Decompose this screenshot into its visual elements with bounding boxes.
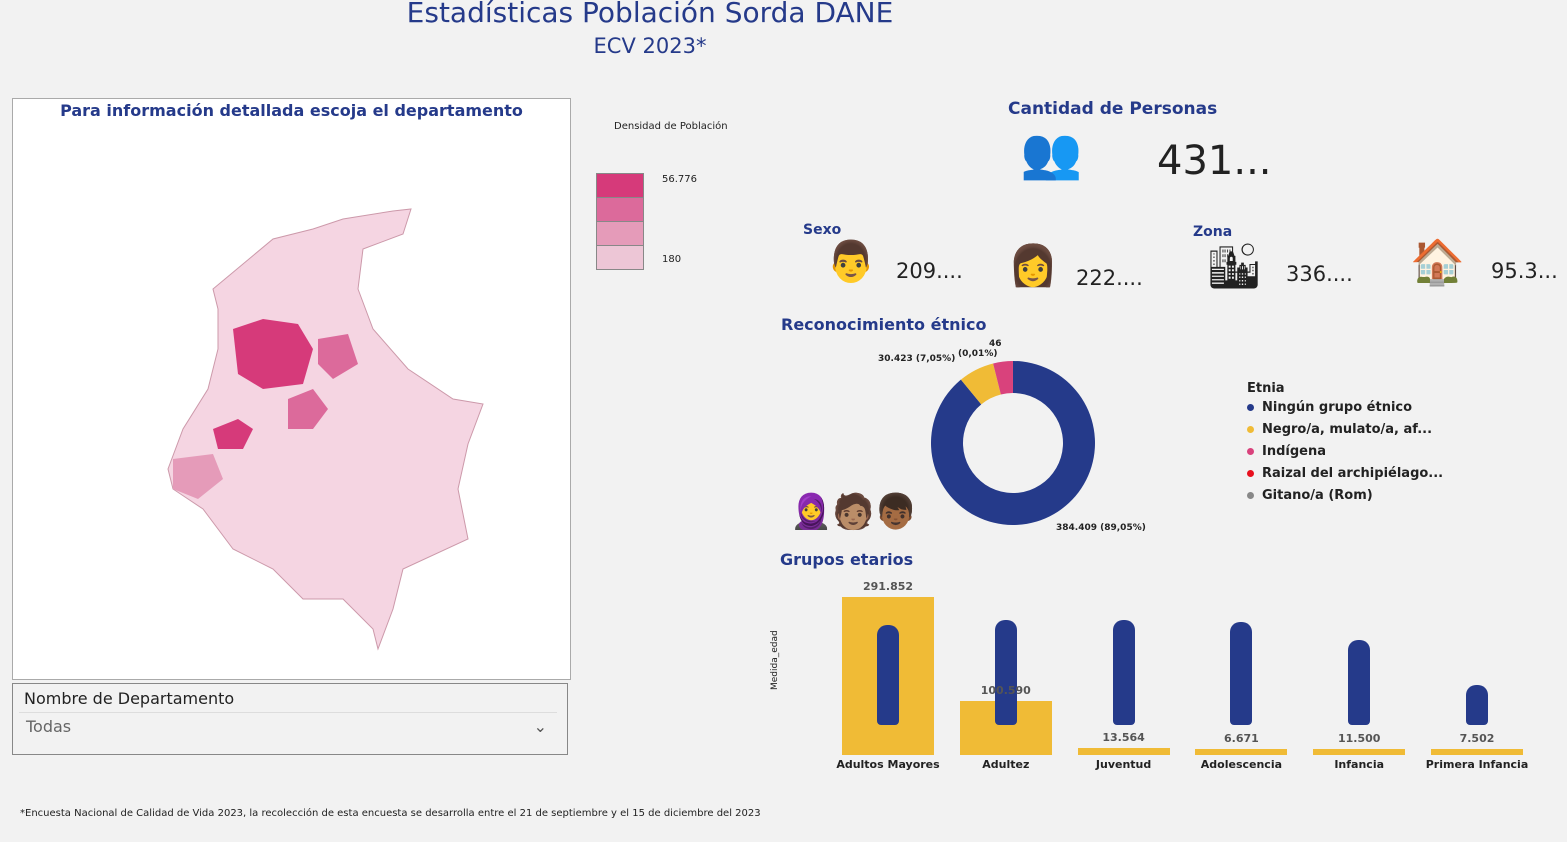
colombia-map[interactable] — [13, 99, 570, 679]
etnico-title: Reconocimiento étnico — [781, 315, 987, 334]
legend-dot-icon — [1247, 448, 1254, 455]
y-axis-label: Medida_edad — [770, 630, 780, 690]
map-title: Para información detallada escoja el dep… — [60, 101, 523, 120]
bar-value-label: 100.590 — [980, 683, 1031, 697]
footnote: *Encuesta Nacional de Calidad de Vida 20… — [20, 808, 761, 819]
bar-category-label: Primera Infancia — [1425, 758, 1529, 771]
legend-item[interactable]: Negro/a, mulato/a, af... — [1247, 422, 1443, 444]
rural-value: 95.3... — [1491, 259, 1558, 283]
person-silhouette-icon — [994, 620, 1017, 725]
hombres-value: 209.... — [896, 259, 963, 283]
map-country — [167, 208, 484, 651]
etnia-legend: Ningún grupo étnico Negro/a, mulato/a, af… — [1247, 400, 1443, 510]
map-legend-title: Densidad de Población — [614, 121, 728, 132]
bar[interactable] — [1077, 747, 1170, 755]
bar-category-label: Adolescencia — [1200, 758, 1283, 771]
legend-label: Raizal del archipiélago... — [1262, 466, 1444, 481]
etnia-legend-title: Etnia — [1247, 381, 1285, 396]
legend-dot-icon — [1247, 470, 1254, 477]
person-silhouette-icon — [1466, 685, 1488, 725]
bar-value-label: 291.852 — [862, 580, 914, 593]
page-title: Estadísticas Población Sorda DANE — [406, 0, 894, 29]
legend-label: Gitano/a (Rom) — [1262, 488, 1373, 503]
legend-dot-icon — [1247, 404, 1254, 411]
map-dept-valle — [213, 419, 253, 449]
woman-icon: 👩 — [1008, 243, 1058, 289]
department-filter[interactable]: Nombre de Departamento Todas ⌄ — [12, 683, 568, 755]
bar-value-label: 13.564 — [1102, 730, 1145, 744]
bar-value-label: 11.500 — [1337, 731, 1381, 745]
personas-title: Cantidad de Personas — [1008, 99, 1218, 119]
personas-value: 431... — [1157, 138, 1272, 184]
bar-category-label: Juventud — [1095, 758, 1152, 771]
legend-swatch — [596, 221, 644, 246]
legend-dot-icon — [1247, 426, 1254, 433]
donut-chart[interactable] — [930, 360, 1096, 526]
donut-slice[interactable] — [960, 363, 1001, 405]
people-group-icon: 👥 — [1020, 124, 1083, 182]
bar-category-label: Adultez — [982, 758, 1030, 771]
legend-item[interactable]: Raizal del archipiélago... — [1247, 466, 1443, 488]
select-value: Todas — [26, 717, 72, 736]
map-panel[interactable]: Para información detallada escoja el dep… — [12, 98, 571, 680]
urbana-value: 336.... — [1286, 262, 1353, 286]
chevron-down-icon[interactable]: ⌄ — [533, 717, 547, 736]
bar-value-label: 7.502 — [1459, 732, 1495, 745]
label-raizal-pct: (0,01%) — [958, 349, 998, 359]
house-icon: 🏠 — [1410, 237, 1465, 288]
legend-swatch — [596, 197, 644, 222]
label-ninguno: 384.409 (89,05%) — [1056, 523, 1146, 533]
label-raizal-count: 46 — [989, 339, 1002, 349]
zona-title: Zona — [1193, 224, 1233, 240]
city-buildings-icon: 🏙 — [1206, 241, 1262, 292]
bar-value-label: 6.671 — [1223, 732, 1259, 745]
map-dept-antioquia — [233, 319, 313, 389]
department-select[interactable]: Todas ⌄ — [19, 712, 557, 740]
donut-slice[interactable] — [993, 361, 1013, 395]
person-silhouette-icon — [1112, 620, 1135, 725]
bar-category-label: Infancia — [1334, 758, 1385, 771]
man-icon: 👨 — [826, 239, 876, 285]
sexo-title: Sexo — [803, 222, 842, 238]
bar-category-label: Adultos Mayores — [836, 758, 940, 771]
bar[interactable] — [1431, 749, 1523, 755]
page-subtitle: ECV 2023* — [593, 34, 707, 58]
donut-slice[interactable] — [931, 361, 1095, 525]
filter-label: Nombre de Departamento — [24, 689, 235, 708]
legend-min: 180 — [662, 254, 682, 265]
legend-label: Ningún grupo étnico — [1262, 400, 1413, 415]
map-dept-narino — [173, 454, 223, 499]
legend-item[interactable]: Ningún grupo étnico — [1247, 400, 1443, 422]
person-silhouette-icon — [877, 625, 899, 725]
legend-label: Indígena — [1262, 444, 1327, 459]
person-silhouette-icon — [1348, 640, 1371, 725]
mujeres-value: 222.... — [1076, 266, 1143, 290]
legend-dot-icon — [1247, 492, 1254, 499]
legend-label: Negro/a, mulato/a, af... — [1262, 422, 1433, 437]
bar[interactable] — [1313, 748, 1406, 755]
map-dept-santander — [318, 334, 358, 379]
bar[interactable] — [1195, 749, 1288, 755]
legend-swatch — [596, 173, 644, 198]
ethnic-people-icon: 🧕🧑🏽👦🏾 — [790, 492, 918, 532]
label-negro: 30.423 (7,05%) — [878, 354, 956, 364]
grupos-title: Grupos etarios — [780, 550, 914, 569]
legend-max: 56.776 — [662, 174, 697, 185]
legend-item[interactable]: Gitano/a (Rom) — [1247, 488, 1443, 510]
legend-swatch — [596, 245, 644, 270]
legend-item[interactable]: Indígena — [1247, 444, 1443, 466]
map-dept-cundinamarca — [288, 389, 328, 429]
person-silhouette-icon — [1230, 622, 1253, 725]
